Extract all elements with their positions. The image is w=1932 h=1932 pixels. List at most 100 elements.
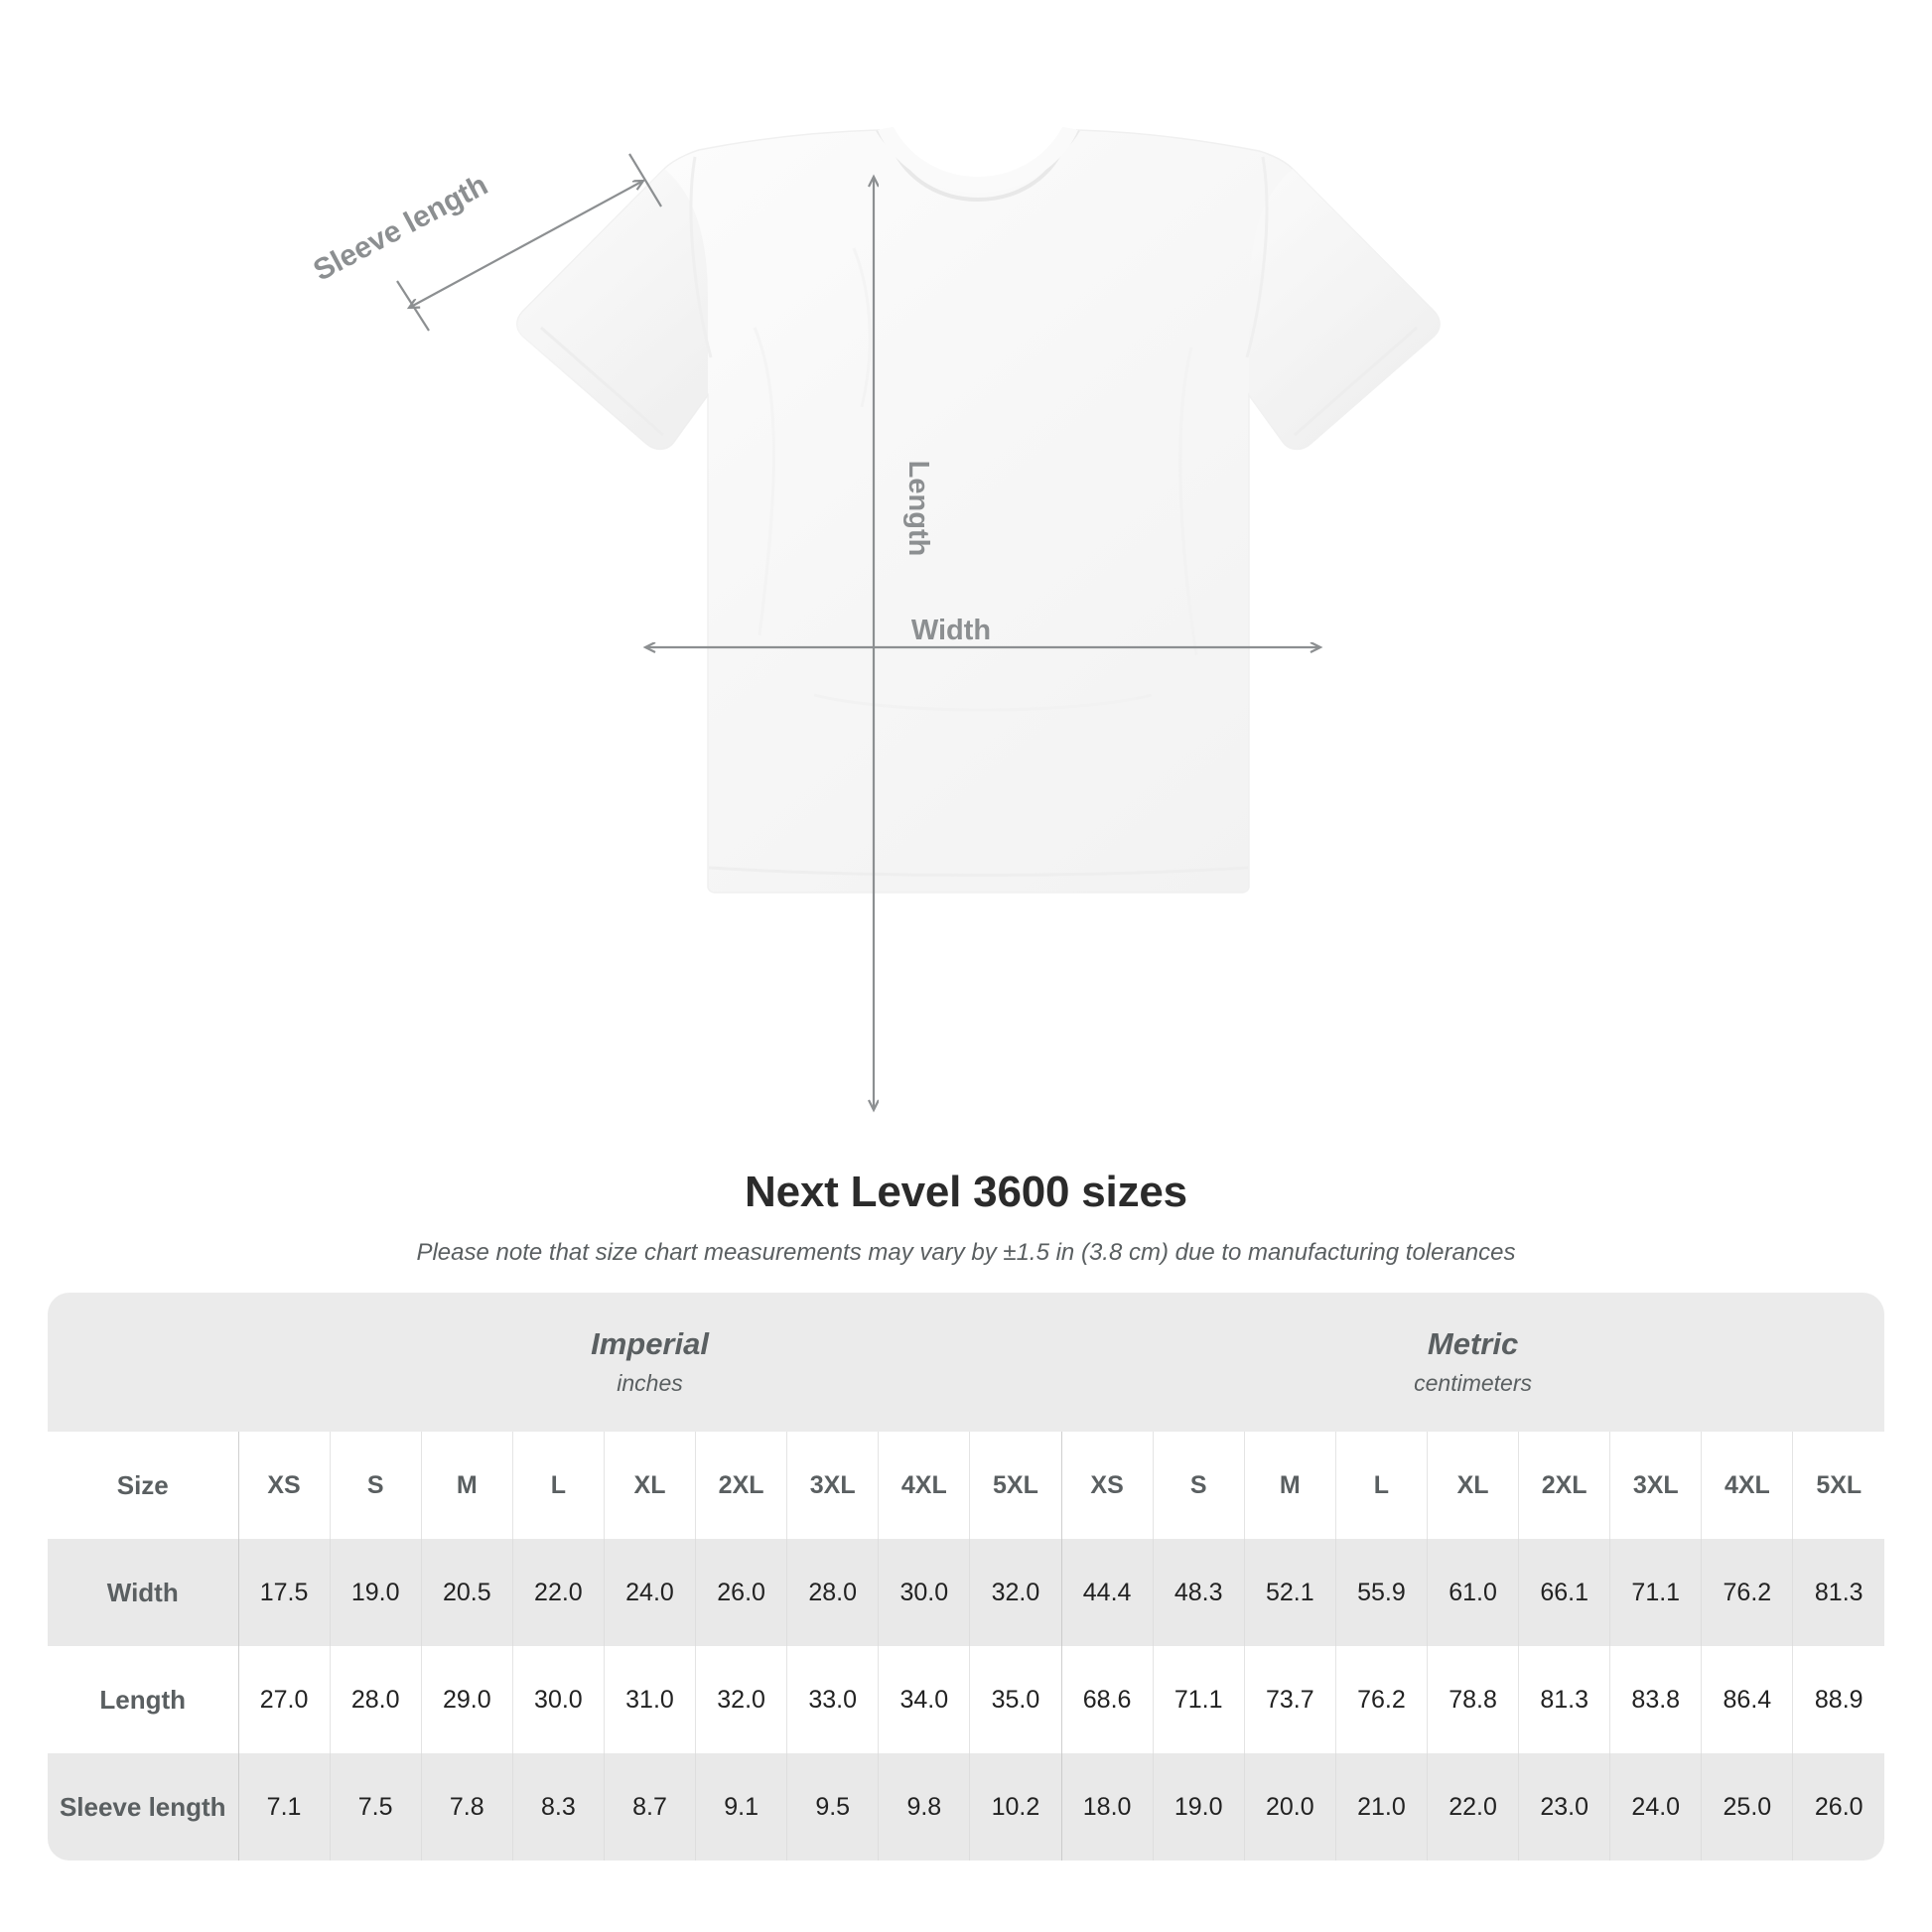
size-chart-table-container: Imperial inches Metric centimeters Size XS S M L…: [48, 1293, 1885, 1861]
cell-metric-s: 19.0: [1152, 1753, 1245, 1861]
size-header-imperial-xs: XS: [237, 1432, 331, 1539]
measurement-row-label: Width: [48, 1539, 238, 1646]
cell-metric-xs: 44.4: [1060, 1539, 1154, 1646]
tshirt-left-sleeve: [516, 169, 708, 450]
cell-imperial-5xl: 32.0: [969, 1539, 1062, 1646]
cell-imperial-xs: 17.5: [237, 1539, 331, 1646]
cell-imperial-xl: 31.0: [603, 1646, 696, 1753]
size-header-row: Size XS S M L XL 2XL 3XL 4XL 5XL XS S M L XL 2XL 3XL 4XL 5…: [48, 1432, 1885, 1539]
cell-metric-3xl: 71.1: [1609, 1539, 1702, 1646]
cell-imperial-m: 29.0: [420, 1646, 513, 1753]
sleeve-length-tick-upper: [628, 153, 662, 207]
cell-imperial-2xl: 9.1: [695, 1753, 787, 1861]
size-header-imperial-xl: XL: [603, 1432, 696, 1539]
tshirt-right-sleeve: [1249, 169, 1441, 450]
width-dimension: Width: [645, 615, 1320, 647]
size-header-metric-5xl: 5XL: [1792, 1432, 1885, 1539]
cell-imperial-s: 7.5: [329, 1753, 422, 1861]
length-dimension: Length: [874, 177, 934, 1110]
cell-metric-m: 20.0: [1243, 1753, 1336, 1861]
cell-imperial-s: 28.0: [329, 1646, 422, 1753]
cell-metric-l: 76.2: [1334, 1646, 1428, 1753]
cell-metric-5xl: 88.9: [1792, 1646, 1885, 1753]
table-corner-cell: [48, 1293, 238, 1432]
cell-metric-xs: 68.6: [1060, 1646, 1154, 1753]
size-header-metric-3xl: 3XL: [1609, 1432, 1702, 1539]
cell-metric-2xl: 66.1: [1518, 1539, 1610, 1646]
tshirt-left-shoulder-seam: [689, 156, 713, 358]
cell-imperial-2xl: 26.0: [695, 1539, 787, 1646]
cell-imperial-m: 20.5: [420, 1539, 513, 1646]
tshirt-size-diagram: Sleeve length Length Width: [308, 127, 1441, 1172]
size-header-imperial-4xl: 4XL: [878, 1432, 970, 1539]
cell-metric-5xl: 81.3: [1792, 1539, 1885, 1646]
size-header-imperial-s: S: [329, 1432, 422, 1539]
sleeve-length-tick-lower: [396, 280, 430, 332]
cell-metric-s: 71.1: [1152, 1646, 1245, 1753]
table-row: Sleeve length 7.1 7.5 7.8 8.3 8.7 9.1 9.5 9.8 10.…: [48, 1753, 1885, 1861]
cell-metric-xl: 61.0: [1426, 1539, 1519, 1646]
size-row-label: Size: [48, 1432, 238, 1539]
cell-metric-xl: 22.0: [1426, 1753, 1519, 1861]
length-label: Length: [902, 461, 934, 557]
cell-imperial-l: 8.3: [511, 1753, 605, 1861]
chart-heading-block: Next Level 3600 sizes Please note that s…: [0, 1167, 1932, 1268]
size-header-metric-s: S: [1152, 1432, 1245, 1539]
cell-metric-xs: 18.0: [1060, 1753, 1154, 1861]
unit-group-subtitle: centimeters: [1414, 1370, 1532, 1397]
cell-imperial-xl: 24.0: [603, 1539, 696, 1646]
cell-imperial-m: 7.8: [420, 1753, 513, 1861]
sleeve-length-arrow: [409, 181, 643, 308]
table-row: Length 27.0 28.0 29.0 30.0 31.0 32.0 33.0 34.0 35…: [48, 1646, 1885, 1753]
unit-group-header-imperial: Imperial inches: [238, 1293, 1062, 1432]
size-header-imperial-m: M: [420, 1432, 513, 1539]
size-header-metric-2xl: 2XL: [1518, 1432, 1610, 1539]
cell-metric-m: 52.1: [1243, 1539, 1336, 1646]
unit-group-name: Imperial: [591, 1325, 709, 1361]
cell-metric-3xl: 24.0: [1609, 1753, 1702, 1861]
cell-imperial-3xl: 9.5: [786, 1753, 879, 1861]
tshirt-illustration: [516, 127, 1441, 894]
tshirt-right-shoulder-seam: [1245, 156, 1269, 358]
cell-imperial-xl: 8.7: [603, 1753, 696, 1861]
size-header-metric-m: M: [1243, 1432, 1336, 1539]
size-header-metric-xs: XS: [1060, 1432, 1154, 1539]
unit-group-name: Metric: [1427, 1325, 1519, 1361]
size-header-metric-l: L: [1334, 1432, 1428, 1539]
table-row: Width 17.5 19.0 20.5 22.0 24.0 26.0 28.0 30.0 32.…: [48, 1539, 1885, 1646]
cell-imperial-4xl: 34.0: [878, 1646, 970, 1753]
measurement-row-label: Length: [48, 1646, 238, 1753]
cell-imperial-xs: 7.1: [237, 1753, 331, 1861]
measurement-row-label: Sleeve length: [48, 1753, 238, 1861]
cell-metric-l: 55.9: [1334, 1539, 1428, 1646]
cell-imperial-2xl: 32.0: [695, 1646, 787, 1753]
unit-group-subtitle: inches: [617, 1370, 683, 1397]
cell-metric-l: 21.0: [1334, 1753, 1428, 1861]
tshirt-bottom-hem: [708, 866, 1249, 877]
size-header-metric-4xl: 4XL: [1701, 1432, 1793, 1539]
cell-metric-3xl: 83.8: [1609, 1646, 1702, 1753]
cell-imperial-l: 30.0: [511, 1646, 605, 1753]
size-header-imperial-l: L: [511, 1432, 605, 1539]
cell-metric-s: 48.3: [1152, 1539, 1245, 1646]
cell-imperial-s: 19.0: [329, 1539, 422, 1646]
size-header-imperial-2xl: 2XL: [695, 1432, 787, 1539]
cell-imperial-4xl: 30.0: [878, 1539, 970, 1646]
page-title: Next Level 3600 sizes: [745, 1168, 1187, 1216]
cell-imperial-l: 22.0: [511, 1539, 605, 1646]
cell-imperial-3xl: 28.0: [786, 1539, 879, 1646]
tshirt-right-sleeve-hem: [1294, 326, 1418, 437]
size-header-imperial-5xl: 5XL: [969, 1432, 1062, 1539]
size-header-metric-xl: XL: [1426, 1432, 1519, 1539]
tshirt-collar-band: [878, 127, 1078, 193]
cell-metric-2xl: 23.0: [1518, 1753, 1610, 1861]
cell-metric-2xl: 81.3: [1518, 1646, 1610, 1753]
cell-metric-4xl: 25.0: [1701, 1753, 1793, 1861]
cell-imperial-xs: 27.0: [237, 1646, 331, 1753]
size-chart-table: Imperial inches Metric centimeters Size XS S M L…: [48, 1293, 1885, 1861]
tshirt-left-sleeve-hem: [540, 326, 664, 437]
cell-metric-4xl: 86.4: [1701, 1646, 1793, 1753]
cell-metric-xl: 78.8: [1426, 1646, 1519, 1753]
cell-metric-5xl: 26.0: [1792, 1753, 1885, 1861]
page-subtitle: Please note that size chart measurements…: [416, 1238, 1516, 1266]
